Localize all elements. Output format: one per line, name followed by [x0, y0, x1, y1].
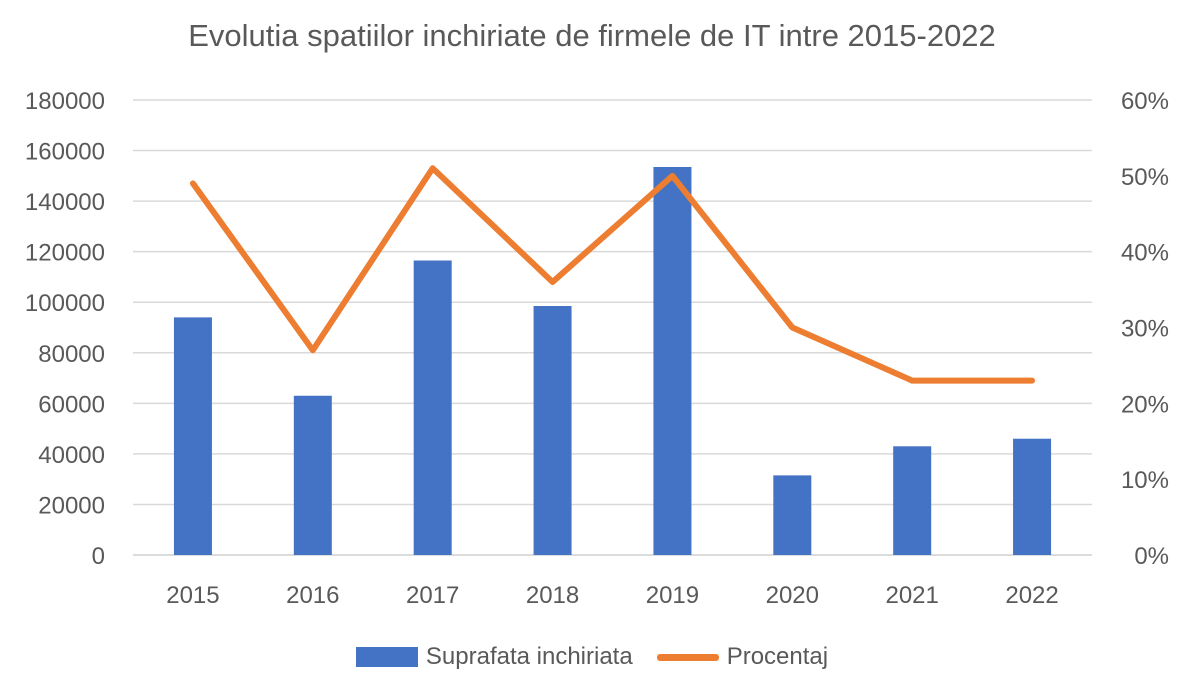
y-right-tick-label: 20% — [1121, 391, 1169, 418]
x-tick-label: 2021 — [885, 582, 938, 609]
bar — [173, 317, 212, 555]
y-left-tick-label: 80000 — [38, 341, 105, 368]
legend-label-bars: Suprafata inchiriata — [425, 643, 633, 670]
legend-label-line: Procentaj — [726, 643, 829, 670]
legend: Suprafata inchiriata Procentaj — [0, 643, 1184, 671]
legend-item-line: Procentaj — [656, 643, 829, 671]
x-tick-label: 2020 — [766, 582, 819, 609]
line-series-procentaj — [189, 165, 1036, 384]
x-tick-label: 2018 — [526, 582, 579, 609]
y-right-tick-label: 50% — [1121, 164, 1169, 191]
y-left-tick-label: 140000 — [25, 189, 105, 216]
x-tick-label: 2016 — [286, 582, 339, 609]
bar — [293, 395, 332, 555]
chart-title: Evolutia spatiilor inchiriate de firmele… — [188, 18, 996, 53]
y-right-tick-label: 40% — [1121, 240, 1169, 267]
x-tick-label: 2017 — [406, 582, 459, 609]
y-left-tick-label: 160000 — [25, 139, 105, 166]
x-tick-label: 2015 — [166, 582, 219, 609]
y-left-tick-label: 0 — [92, 543, 105, 570]
x-tick-label: 2022 — [1005, 582, 1058, 609]
y-left-tick-label: 40000 — [38, 442, 105, 469]
y-right-tick-label: 0% — [1134, 543, 1169, 570]
y-left-tick-label: 100000 — [25, 290, 105, 317]
y-right-tick-label: 10% — [1121, 467, 1169, 494]
y-left-tick-label: 180000 — [25, 88, 105, 115]
bar — [893, 446, 932, 555]
bar — [413, 260, 452, 555]
bar — [653, 166, 692, 555]
y-left-tick-label: 60000 — [38, 391, 105, 418]
bar — [1013, 438, 1052, 555]
y-right-tick-label: 30% — [1121, 316, 1169, 343]
x-tick-label: 2019 — [646, 582, 699, 609]
bar — [773, 475, 812, 555]
y-right-tick-label: 60% — [1121, 88, 1169, 115]
y-left-tick-label: 20000 — [38, 492, 105, 519]
bar — [533, 306, 572, 555]
legend-item-bars: Suprafata inchiriata — [355, 643, 633, 671]
legend-swatch-line — [656, 653, 719, 661]
legend-swatch-bar — [355, 647, 418, 667]
y-left-tick-label: 120000 — [25, 240, 105, 267]
